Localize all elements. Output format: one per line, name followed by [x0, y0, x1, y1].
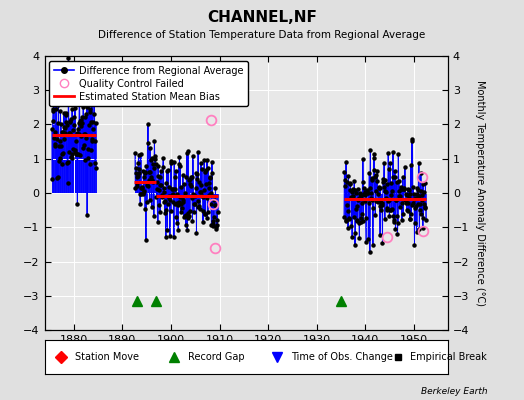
Text: CHANNEL,NF: CHANNEL,NF — [207, 10, 317, 25]
Text: Station Move: Station Move — [75, 352, 139, 362]
Text: Record Gap: Record Gap — [188, 352, 244, 362]
Y-axis label: Monthly Temperature Anomaly Difference (°C): Monthly Temperature Anomaly Difference (… — [475, 80, 485, 306]
Text: Difference of Station Temperature Data from Regional Average: Difference of Station Temperature Data f… — [99, 30, 425, 40]
Text: Time of Obs. Change: Time of Obs. Change — [291, 352, 392, 362]
Text: Empirical Break: Empirical Break — [410, 352, 486, 362]
Text: Berkeley Earth: Berkeley Earth — [421, 387, 487, 396]
Legend: Difference from Regional Average, Quality Control Failed, Estimated Station Mean: Difference from Regional Average, Qualit… — [49, 61, 248, 106]
